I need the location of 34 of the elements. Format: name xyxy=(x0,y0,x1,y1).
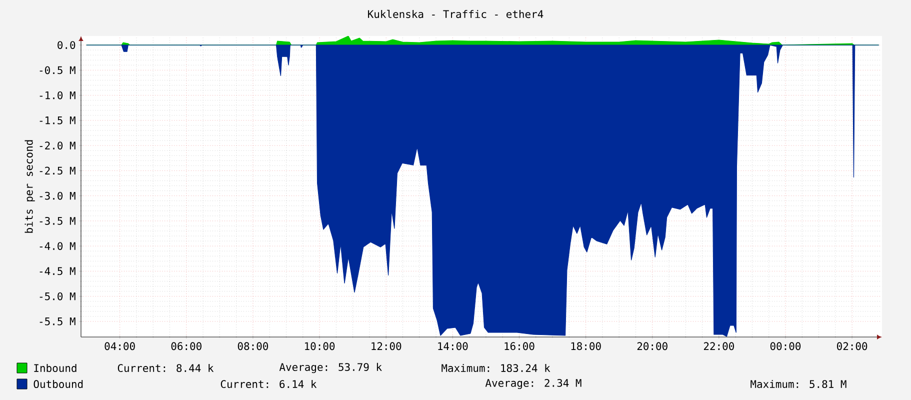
x-tick-label: 02:00 xyxy=(836,342,868,350)
x-tick-label: 22:00 xyxy=(704,342,734,350)
y-axis-title: bits per second xyxy=(24,140,35,233)
y-tick-label: 0.0 xyxy=(58,41,76,49)
text: Current: 6.14 k xyxy=(220,380,317,388)
y-tick-label: -4.0 M xyxy=(40,242,76,250)
x-tick-label: 08:00 xyxy=(238,342,268,350)
y-tick-label: -1.5 M xyxy=(40,116,76,124)
x-tick-label: 06:00 xyxy=(171,342,202,350)
text: Current: 8.44 k xyxy=(118,364,214,372)
legend-label: Inbound xyxy=(34,364,76,372)
x-tick-label: 04:00 xyxy=(104,342,135,350)
y-tick-label: -2.0 M xyxy=(40,142,76,150)
x-tick-label: 10:00 xyxy=(305,342,335,350)
x-tick-label: 12:00 xyxy=(372,342,402,350)
x-tick-label: 14:00 xyxy=(438,342,468,350)
y-tick-label: -3.5 M xyxy=(40,216,76,225)
text: Maximum: 183.24 k xyxy=(442,364,550,372)
x-tick-label: 00:00 xyxy=(770,342,801,350)
y-tick-label: -2.5 M xyxy=(40,166,76,175)
y-tick-label: -4.5 M xyxy=(40,267,76,276)
text: Average: 53.79 k xyxy=(279,362,382,374)
text: Maximum: 5.81 M xyxy=(750,380,846,388)
y-tick-label: -5.0 M xyxy=(40,292,76,300)
y-tick-label: -3.0 M xyxy=(40,192,76,200)
x-tick-label: 16:00 xyxy=(504,342,534,350)
y-tick-label: -0.5 M xyxy=(40,66,76,74)
text: Average: 2.34 M xyxy=(485,378,582,390)
legend-label: Outbound xyxy=(34,380,83,388)
chart-title: Kuklenska - Traffic - ether4 xyxy=(368,10,544,18)
y-tick-label: -1.0 M xyxy=(40,91,76,100)
x-tick-label: 20:00 xyxy=(637,342,668,350)
y-tick-label: -5.5 M xyxy=(40,318,76,326)
x-tick-label: 18:00 xyxy=(571,342,601,350)
